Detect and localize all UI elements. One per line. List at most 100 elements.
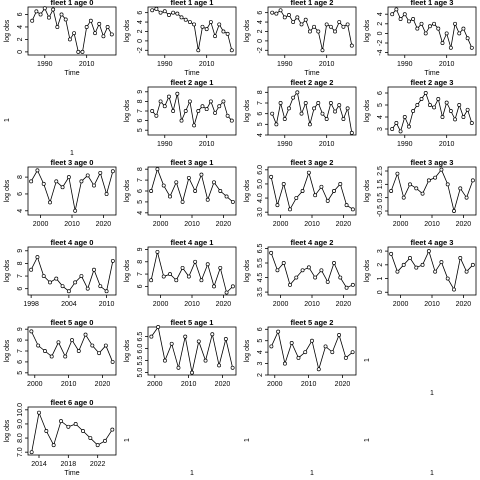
data-point [66,289,71,294]
plot-frame [387,246,477,296]
x-tick-label: 2018 [61,461,77,468]
data-point [282,117,287,121]
data-point [154,113,159,118]
x-tick-label: 2000 [33,221,49,228]
data-point [176,365,181,370]
y-tick-label: 9 [17,327,24,331]
data-point [389,189,394,193]
data-point [319,184,324,189]
y-tick-label: 5 [257,122,264,126]
y-tick-label: 0.5 [377,193,384,203]
data-point [433,269,438,274]
data-point [469,45,474,50]
y-axis-label: log obs [124,99,131,122]
data-point [167,94,171,99]
data-point [338,181,343,186]
data-point [85,173,90,178]
data-point [29,267,34,272]
x-axis-label: Time [64,70,79,77]
data-point [341,24,346,29]
data-point [270,111,275,116]
y-tick-label: 3.5 [257,287,264,297]
y-tick-label: 6.0 [137,344,144,354]
data-point [98,170,103,175]
y-tick-label: -2 [257,47,264,53]
data-point [217,104,222,109]
data-point [445,276,450,281]
y-tick-label: 4 [257,350,264,354]
data-point [51,443,56,448]
data-point [345,106,350,111]
data-point [213,110,217,115]
data-point [295,90,300,95]
data-point [270,10,275,15]
data-point [66,175,71,180]
data-point [323,344,328,349]
data-point [465,36,470,41]
y-tick-label: 2.5 [377,166,384,176]
data-point [37,410,41,415]
data-point [299,111,304,116]
data-point [196,339,201,344]
data-point [313,193,318,198]
data-point [337,333,342,337]
data-point [167,13,171,17]
data-point [426,178,431,183]
data-point [452,287,456,292]
data-point [66,424,71,429]
data-point [193,259,198,264]
data-point [171,109,176,113]
y-axis-label: log obs [364,259,371,282]
panel-title: fleet 2 age 1 [171,78,214,87]
x-tick-label: 2000 [273,221,289,228]
data-line [270,252,354,289]
data-point [338,275,343,280]
data-point [98,284,103,289]
data-point [42,349,47,353]
panel-title: fleet 5 age 2 [291,318,334,327]
data-point [29,329,34,334]
data-point [278,8,283,13]
data-line [270,171,354,211]
x-tick-label: 1990 [277,61,293,68]
data-point [221,99,226,104]
data-point [223,337,228,341]
y-tick-label: 1.5 [377,179,384,189]
x-tick-label: 2020 [216,221,232,228]
data-point [300,268,305,273]
data-point [470,178,475,183]
data-point [324,117,329,121]
data-point [180,265,185,270]
data-point [187,20,192,25]
y-tick-label: 6 [17,192,24,196]
x-tick-label: 2000 [153,301,169,308]
data-point [330,350,335,355]
x-tick-label: 2010 [199,61,215,68]
data-point [341,117,346,121]
data-point [95,443,100,448]
data-point [312,106,317,111]
data-point [464,195,469,200]
data-point [445,182,450,187]
panel-title: fleet 3 age 3 [411,158,454,167]
data-point [414,265,419,270]
data-line [30,169,114,211]
plot-frame [147,246,237,296]
data-point [415,26,420,31]
x-tick-label: 2004 [61,301,77,308]
data-point [88,436,93,441]
data-point [186,175,191,180]
plot-frame [147,166,237,216]
data-point [42,6,47,11]
x-tick-label: 2010 [304,301,320,308]
x-tick-label: 2010 [64,221,80,228]
data-point [328,101,333,105]
plot-frame [267,6,357,56]
data-point [63,17,68,22]
y-tick-label: 1 [377,276,384,280]
y-tick-label: 9 [17,249,24,253]
data-point [51,7,56,12]
x-tick-label: 2022 [90,461,106,468]
data-point [306,265,311,270]
data-point [278,101,283,105]
